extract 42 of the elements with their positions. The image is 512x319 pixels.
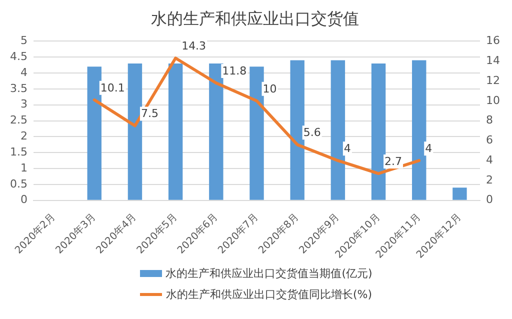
bar	[168, 63, 183, 200]
y2-tick-label: 14	[486, 54, 500, 67]
bar	[250, 66, 264, 200]
y-tick-label: 3.5	[10, 82, 28, 95]
y-tick-label: 1.5	[10, 145, 28, 158]
y-tick-label: 2.5	[10, 114, 28, 127]
bar	[209, 63, 224, 200]
data-label: 4	[344, 142, 351, 155]
data-label: 2.7	[384, 154, 402, 168]
legend-label: 水的生产和供应业出口交货值同比增长(%)	[166, 287, 372, 302]
legend-label: 水的生产和供应业出口交货值当期值(亿元)	[166, 266, 372, 281]
data-label: 5.6	[303, 126, 321, 140]
chart-title: 水的生产和供应业出口交货值	[151, 8, 359, 28]
data-label: 7.5	[140, 107, 158, 120]
bar	[330, 60, 346, 200]
y2-tick-label: 16	[486, 34, 500, 48]
y2-tick-label: 12	[486, 74, 500, 87]
y-tick-label: 0.5	[10, 177, 28, 190]
bar	[87, 66, 102, 200]
bar	[412, 60, 426, 200]
bar	[452, 188, 467, 200]
y2-tick-label: 4	[486, 153, 494, 166]
y-tick-label: 0	[20, 193, 28, 206]
y2-tick-label: 0	[486, 193, 494, 206]
bar	[128, 63, 142, 200]
bar	[290, 60, 304, 200]
y-tick-label: 3	[20, 98, 28, 111]
y2-tick-label: 2	[486, 173, 494, 186]
data-label: 11.8	[222, 64, 247, 78]
y2-tick-label: 8	[486, 114, 494, 127]
y-tick-label: 4	[20, 66, 28, 79]
y-tick-label: 5	[20, 34, 28, 48]
y2-tick-label: 6	[486, 134, 494, 147]
y2-tick-label: 10	[486, 94, 500, 107]
data-label: 10.1	[100, 81, 125, 94]
y-tick-label: 4.5	[10, 50, 28, 63]
data-label: 4	[425, 142, 432, 155]
data-label: 14.3	[182, 39, 206, 52]
data-label: 10	[262, 82, 277, 96]
y-tick-label: 2	[20, 130, 28, 143]
bar	[371, 63, 386, 200]
y-tick-label: 1	[20, 161, 28, 174]
